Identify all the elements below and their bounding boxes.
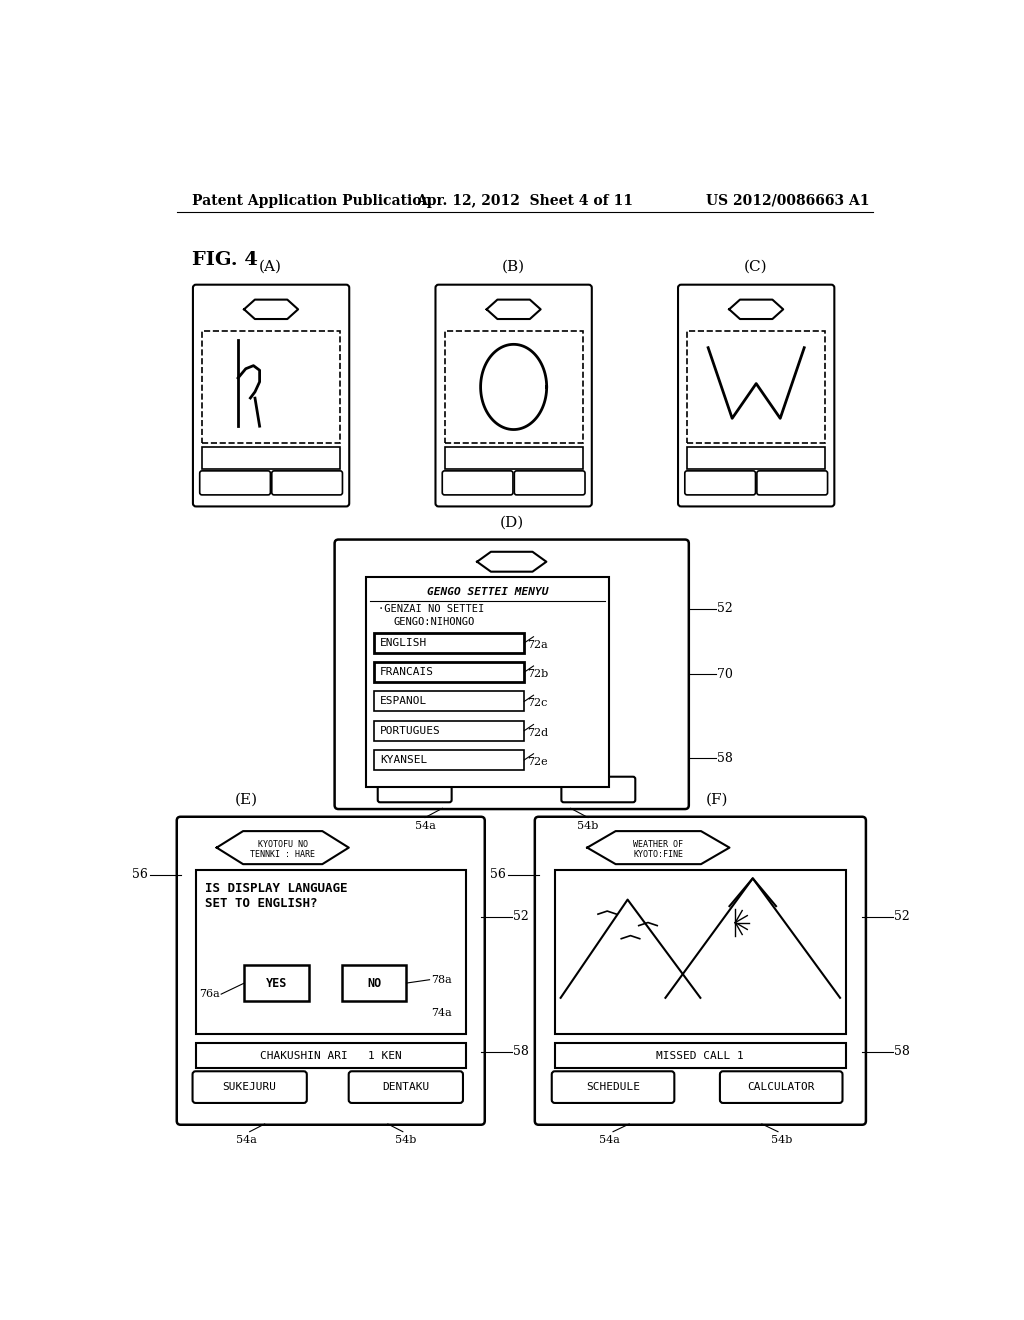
Text: GENGO:NIHONGO: GENGO:NIHONGO: [393, 618, 474, 627]
FancyBboxPatch shape: [757, 471, 827, 495]
Text: 54a: 54a: [237, 1135, 257, 1144]
Text: ESPANOL: ESPANOL: [380, 697, 427, 706]
Text: 58: 58: [717, 751, 733, 764]
Text: NO: NO: [367, 977, 381, 990]
FancyBboxPatch shape: [177, 817, 484, 1125]
Text: KYOTOFU NO
TENNKI : HARE: KYOTOFU NO TENNKI : HARE: [250, 840, 315, 859]
FancyBboxPatch shape: [720, 1072, 843, 1104]
Text: FRANCAIS: FRANCAIS: [380, 667, 434, 677]
FancyBboxPatch shape: [193, 1072, 307, 1104]
Text: 56: 56: [490, 869, 506, 882]
Bar: [555, 870, 846, 1034]
Text: CHAKUSHIN ARI   1 KEN: CHAKUSHIN ARI 1 KEN: [260, 1051, 401, 1060]
FancyBboxPatch shape: [685, 471, 756, 495]
FancyBboxPatch shape: [514, 471, 585, 495]
Text: DENTAKU: DENTAKU: [382, 1082, 429, 1092]
Text: Apr. 12, 2012  Sheet 4 of 11: Apr. 12, 2012 Sheet 4 of 11: [417, 194, 633, 207]
Text: 54b: 54b: [770, 1135, 792, 1144]
Text: 72d: 72d: [527, 727, 549, 738]
Bar: [374, 632, 524, 653]
FancyBboxPatch shape: [200, 471, 270, 495]
Text: ·GENZAI NO SETTEI: ·GENZAI NO SETTEI: [378, 605, 484, 614]
Text: YES: YES: [266, 977, 288, 990]
Bar: [202, 331, 340, 444]
Bar: [555, 1043, 846, 1068]
Bar: [687, 447, 825, 469]
FancyBboxPatch shape: [335, 540, 689, 809]
Text: CALCULATOR: CALCULATOR: [748, 1082, 815, 1092]
Text: (C): (C): [744, 260, 768, 275]
FancyBboxPatch shape: [378, 776, 452, 803]
Bar: [196, 870, 466, 1034]
Bar: [342, 965, 407, 1001]
FancyBboxPatch shape: [349, 1072, 463, 1104]
Bar: [687, 331, 825, 444]
Text: 56: 56: [132, 869, 148, 882]
Text: 72c: 72c: [527, 698, 548, 709]
Text: 58: 58: [513, 1045, 529, 1059]
Text: 52: 52: [894, 911, 910, 923]
Bar: [374, 663, 524, 682]
Text: PORTUGUES: PORTUGUES: [380, 726, 440, 735]
Text: (E): (E): [236, 793, 258, 807]
Bar: [374, 721, 524, 741]
Text: 70: 70: [717, 668, 733, 681]
Text: 54a: 54a: [599, 1135, 621, 1144]
Text: 52: 52: [717, 602, 733, 615]
Text: 58: 58: [894, 1045, 910, 1059]
FancyBboxPatch shape: [271, 471, 342, 495]
FancyBboxPatch shape: [535, 817, 866, 1125]
Bar: [202, 447, 340, 469]
FancyBboxPatch shape: [552, 1072, 675, 1104]
FancyBboxPatch shape: [678, 285, 835, 507]
FancyBboxPatch shape: [442, 471, 513, 495]
FancyBboxPatch shape: [561, 776, 635, 803]
Bar: [444, 447, 583, 469]
FancyBboxPatch shape: [193, 285, 349, 507]
Bar: [245, 965, 309, 1001]
Text: 72a: 72a: [527, 640, 548, 649]
Bar: [444, 331, 583, 444]
Text: GENGO SETTEI MENYU: GENGO SETTEI MENYU: [427, 586, 548, 597]
Text: KYANSEL: KYANSEL: [380, 755, 427, 764]
Text: (D): (D): [500, 516, 524, 529]
Text: Patent Application Publication: Patent Application Publication: [193, 194, 432, 207]
FancyBboxPatch shape: [435, 285, 592, 507]
Text: WEATHER OF
KYOTO:FINE: WEATHER OF KYOTO:FINE: [633, 840, 683, 859]
Text: SUKEJURU: SUKEJURU: [222, 1082, 276, 1092]
Text: 78a: 78a: [431, 974, 452, 985]
Text: (B): (B): [502, 260, 525, 275]
Bar: [374, 692, 524, 711]
Text: 72b: 72b: [527, 669, 549, 678]
Text: FIG. 4: FIG. 4: [193, 251, 258, 269]
Text: US 2012/0086663 A1: US 2012/0086663 A1: [707, 194, 869, 207]
Text: (F): (F): [706, 793, 728, 807]
Text: ENGLISH: ENGLISH: [380, 638, 427, 648]
Text: 52: 52: [513, 911, 529, 923]
Text: MISSED CALL 1: MISSED CALL 1: [656, 1051, 744, 1060]
Text: 54a: 54a: [415, 821, 435, 830]
Bar: [196, 1043, 466, 1068]
Text: 54b: 54b: [395, 1135, 417, 1144]
Text: 74a: 74a: [431, 1007, 452, 1018]
Text: SCHEDULE: SCHEDULE: [586, 1082, 640, 1092]
Text: (A): (A): [259, 260, 283, 275]
Bar: [374, 750, 524, 770]
Text: IS DISPLAY LANGUAGE
SET TO ENGLISH?: IS DISPLAY LANGUAGE SET TO ENGLISH?: [205, 882, 347, 909]
Text: 76a: 76a: [199, 989, 219, 999]
Text: 54b: 54b: [578, 821, 599, 830]
Bar: [367, 577, 608, 787]
Text: 72e: 72e: [527, 756, 548, 767]
